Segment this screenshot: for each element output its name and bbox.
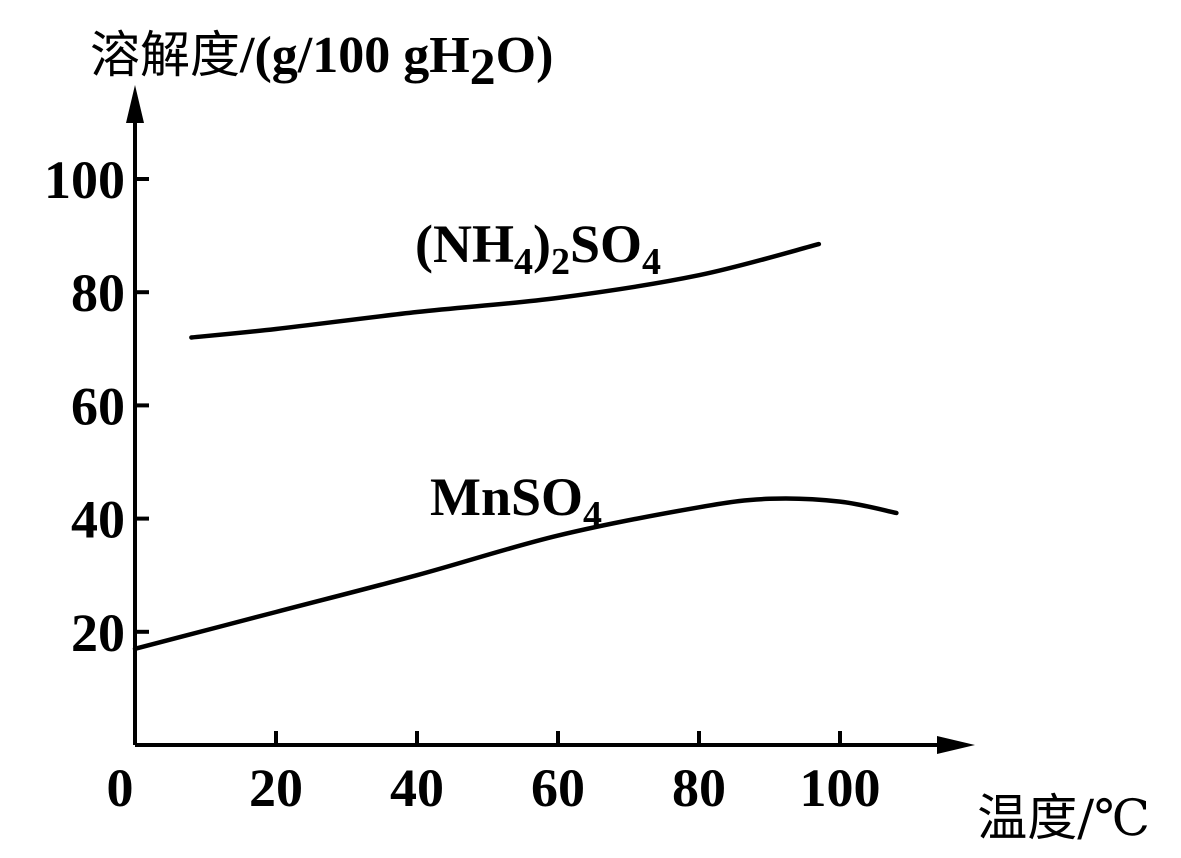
y-tick-label: 20: [71, 603, 125, 663]
x-ticks: 0 20 40 60 80 100: [107, 731, 881, 818]
series-label-mnso4: MnSO4: [430, 467, 602, 536]
y-tick-label: 100: [44, 150, 125, 210]
series-label-nh4-2so4: (NH4)2SO4: [415, 214, 661, 283]
x-tick-label: 20: [249, 758, 303, 818]
series-line-mnso4: [132, 496, 899, 652]
axes: [126, 85, 975, 754]
x-tick-label: 80: [672, 758, 726, 818]
x-axis-arrow: [937, 736, 975, 754]
y-tick-label: 40: [71, 490, 125, 550]
y-tick-label: 80: [71, 263, 125, 323]
y-axis-title: 溶解度/(g/100 gH2O): [90, 26, 553, 96]
y-ticks: 20 40 60 80 100: [44, 150, 149, 663]
y-tick-label: 60: [71, 376, 125, 436]
x-tick-label: 40: [390, 758, 444, 818]
series-line-nh4-2so4: [189, 241, 822, 340]
labels: (NH4)2SO4 MnSO4 溶解度/(g/100 gH2O) 温度/℃: [90, 26, 1150, 847]
x-axis-title: 温度/℃: [977, 789, 1150, 847]
x-tick-label: 0: [107, 758, 134, 818]
x-tick-label: 60: [531, 758, 585, 818]
x-tick-label: 100: [800, 758, 881, 818]
y-axis-arrow: [126, 85, 144, 123]
series-group: [132, 241, 899, 652]
